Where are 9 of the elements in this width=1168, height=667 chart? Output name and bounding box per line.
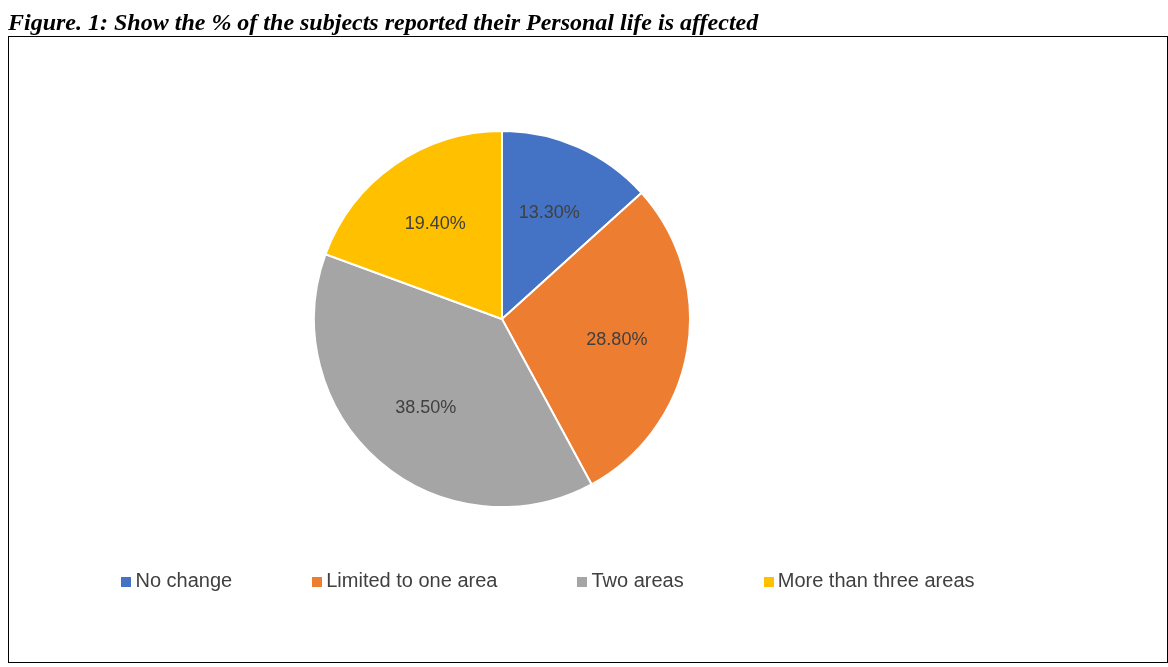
data-label: 38.50% [395, 397, 457, 418]
legend-label: Limited to one area [326, 569, 498, 591]
legend-label: More than three areas [777, 569, 975, 591]
legend-label: Two areas [591, 569, 684, 591]
data-label: 19.40% [404, 213, 466, 234]
data-label: 28.80% [586, 328, 648, 349]
data-label: 13.30% [518, 202, 580, 223]
legend-label: No change [135, 569, 233, 591]
chart-title: Figure. 1: Show the % of the subjects reported their Personal life is affected [8, 8, 760, 36]
